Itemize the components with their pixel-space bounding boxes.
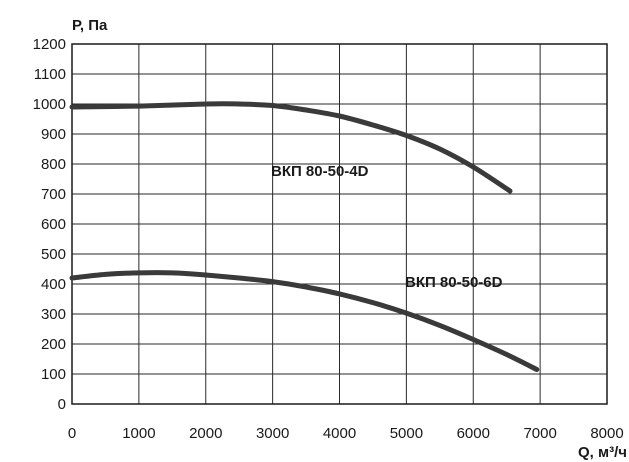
y-tick-label-0: 0 [58, 396, 66, 413]
x-tick-label-8: 8000 [590, 425, 623, 442]
series-label-4d: ВКП 80-50-4D [271, 163, 369, 180]
x-tick-label-6: 6000 [457, 425, 490, 442]
x-tick-label-2: 2000 [189, 425, 222, 442]
y-tick-label-12: 1200 [33, 36, 66, 53]
x-axis-title: Q, м³/ч [578, 444, 627, 461]
series-line-1 [69, 270, 540, 372]
y-axis-title: Р, Па [72, 17, 108, 34]
y-tick-label-1: 100 [41, 366, 66, 383]
x-tick-label-3: 3000 [256, 425, 289, 442]
y-tick-label-11: 1100 [34, 66, 66, 83]
series-label-6d: ВКП 80-50-6D [405, 274, 503, 291]
x-tick-label-5: 5000 [390, 425, 423, 442]
y-tick-label-4: 400 [41, 276, 66, 293]
y-tick-label-8: 800 [41, 156, 66, 173]
y-tick-label-2: 200 [41, 336, 66, 353]
series-group [69, 101, 540, 372]
y-tick-label-10: 1000 [33, 96, 66, 113]
series-line-0 [69, 101, 513, 194]
y-tick-label-3: 300 [41, 306, 66, 323]
y-axis-ticks: 0 100 200 300 400 500 600 700 800 900 1000 1100 1200 [33, 36, 66, 413]
x-tick-label-0: 0 [68, 425, 76, 442]
plot-frame [71, 43, 608, 405]
y-tick-label-6: 600 [41, 216, 66, 233]
x-tick-label-1: 1000 [122, 425, 155, 442]
y-tick-label-9: 900 [41, 126, 66, 143]
y-tick-label-5: 500 [41, 246, 66, 263]
x-tick-label-4: 4000 [323, 425, 356, 442]
x-tick-label-7: 7000 [523, 425, 556, 442]
grid [72, 44, 607, 404]
x-axis-ticks: 0 1000 2000 3000 4000 5000 6000 7000 8000 [68, 425, 624, 442]
y-tick-label-7: 700 [41, 186, 66, 203]
